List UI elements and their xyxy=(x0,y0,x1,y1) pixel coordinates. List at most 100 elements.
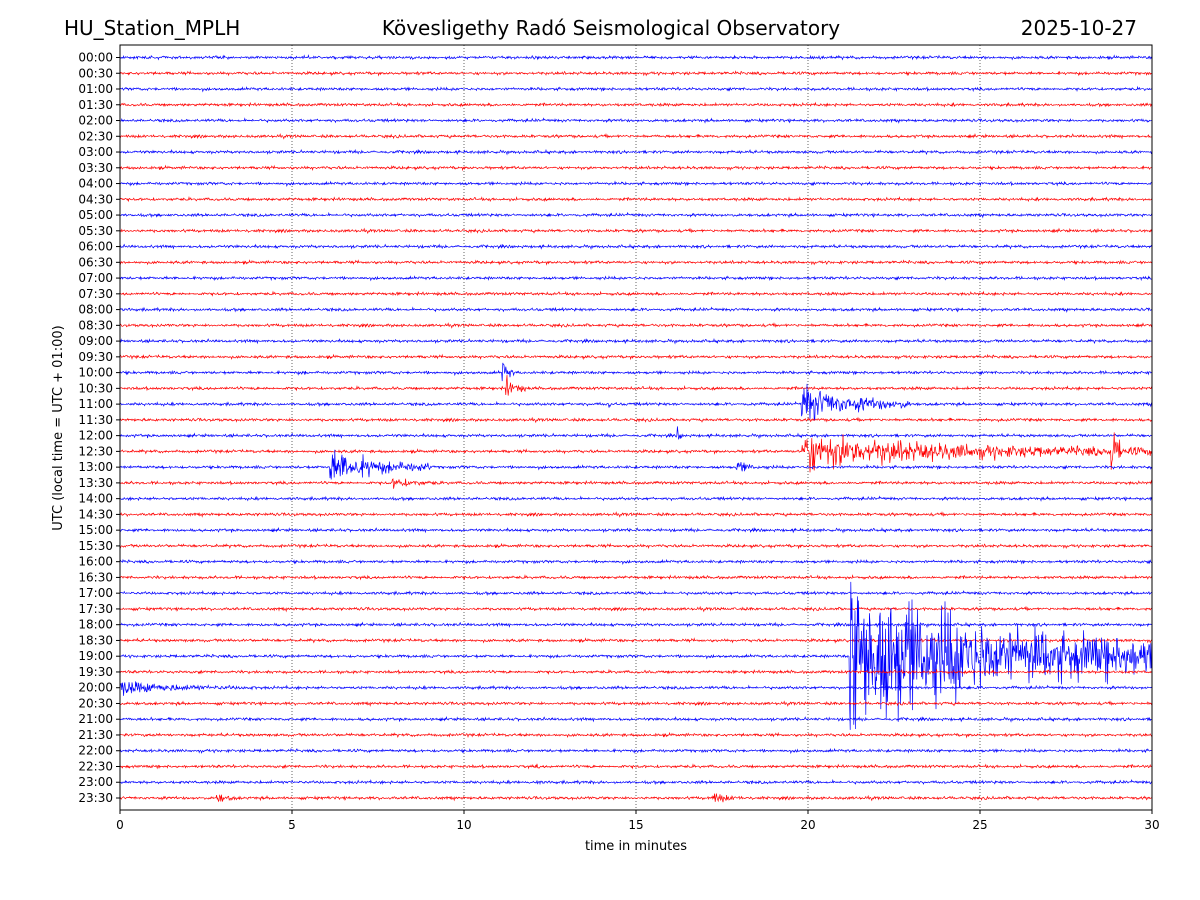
y-tick-label-0100: 01:00 xyxy=(78,82,113,96)
trace-0200 xyxy=(119,117,1153,124)
trace-0930 xyxy=(119,353,1153,361)
y-tick-label-0000: 00:00 xyxy=(78,51,113,65)
trace-0130 xyxy=(119,101,1153,108)
y-tick-label-0800: 08:00 xyxy=(78,303,113,317)
plot-date: 2025-10-27 xyxy=(1021,16,1137,40)
y-tick-label-1030: 10:30 xyxy=(78,381,113,395)
y-tick-label-0730: 07:30 xyxy=(78,287,113,301)
trace-0430 xyxy=(119,196,1153,203)
trace-2030 xyxy=(119,700,1153,707)
y-tick-label-1230: 12:30 xyxy=(78,444,113,458)
trace-1100 xyxy=(119,383,1153,421)
trace-1600 xyxy=(119,558,1153,566)
trace-2200 xyxy=(119,747,1153,755)
trace-2230 xyxy=(119,763,1153,770)
trace-1900 xyxy=(119,581,1153,730)
trace-1930 xyxy=(119,668,1152,676)
trace-0700 xyxy=(119,275,1153,282)
x-tick-label-0: 0 xyxy=(116,818,124,832)
y-tick-label-0500: 05:00 xyxy=(78,208,113,222)
y-tick-label-0700: 07:00 xyxy=(78,271,113,285)
x-tick-label-5: 5 xyxy=(288,818,296,832)
station-name: HU_Station_MPLH xyxy=(64,16,240,40)
y-tick-label-1430: 14:30 xyxy=(78,507,113,521)
x-tick-label-10: 10 xyxy=(456,818,471,832)
y-tick-label-1530: 15:30 xyxy=(78,539,113,553)
trace-1530 xyxy=(119,542,1153,550)
y-tick-label-0330: 03:30 xyxy=(78,161,113,175)
trace-0530 xyxy=(119,227,1153,235)
y-tick-label-1100: 11:00 xyxy=(78,397,113,411)
trace-1800 xyxy=(119,621,1153,629)
y-tick-label-0900: 09:00 xyxy=(78,334,113,348)
trace-1630 xyxy=(119,574,1153,581)
y-tick-label-0200: 02:00 xyxy=(78,114,113,128)
trace-0730 xyxy=(119,290,1153,297)
y-tick-label-1930: 19:30 xyxy=(78,665,113,679)
trace-1500 xyxy=(119,527,1153,534)
x-axis-label: time in minutes xyxy=(585,839,687,854)
trace-0100 xyxy=(119,85,1152,93)
y-tick-label-2230: 22:30 xyxy=(78,759,113,773)
y-tick-label-0130: 01:30 xyxy=(78,98,113,112)
y-tick-label-1800: 18:00 xyxy=(78,618,113,632)
trace-0330 xyxy=(119,164,1153,172)
y-tick-label-0600: 06:00 xyxy=(78,240,113,254)
trace-1730 xyxy=(119,605,1153,613)
trace-2130 xyxy=(119,731,1153,739)
trace-0500 xyxy=(119,211,1153,219)
trace-0630 xyxy=(119,259,1153,266)
trace-0030 xyxy=(119,70,1153,77)
trace-0230 xyxy=(119,133,1153,140)
trace-1400 xyxy=(119,495,1153,502)
trace-1000 xyxy=(119,362,1153,382)
y-tick-label-1000: 10:00 xyxy=(78,366,113,380)
trace-1830 xyxy=(119,637,1153,644)
y-tick-label-2000: 20:00 xyxy=(78,681,113,695)
trace-1330 xyxy=(119,478,1153,489)
y-tick-label-1900: 19:00 xyxy=(78,649,113,663)
y-tick-label-2300: 23:00 xyxy=(78,775,113,789)
y-tick-label-1200: 12:00 xyxy=(78,429,113,443)
y-tick-label-1130: 11:30 xyxy=(78,413,113,427)
x-tick-label-30: 30 xyxy=(1144,818,1159,832)
plot-frame xyxy=(119,44,1153,811)
trace-1300 xyxy=(119,449,1153,480)
trace-0800 xyxy=(119,306,1153,314)
y-tick-label-0400: 04:00 xyxy=(78,177,113,191)
y-tick-label-0530: 05:30 xyxy=(78,224,113,238)
y-tick-label-0630: 06:30 xyxy=(78,255,113,269)
trace-1030 xyxy=(119,374,1153,396)
trace-1430 xyxy=(119,511,1153,518)
y-tick-label-0300: 03:00 xyxy=(78,145,113,159)
trace-0600 xyxy=(119,243,1153,250)
y-tick-label-1400: 14:00 xyxy=(78,492,113,506)
trace-2330 xyxy=(119,793,1153,803)
y-axis-label: UTC (local time = UTC + 01:00) xyxy=(51,325,66,530)
y-tick-label-1700: 17:00 xyxy=(78,586,113,600)
x-tick-label-15: 15 xyxy=(628,818,643,832)
y-tick-label-1830: 18:30 xyxy=(78,633,113,647)
trace-0900 xyxy=(119,337,1153,345)
trace-1700 xyxy=(119,589,1153,597)
trace-1230 xyxy=(119,432,1153,473)
y-tick-label-0930: 09:30 xyxy=(78,350,113,364)
y-tick-label-2130: 21:30 xyxy=(78,728,113,742)
trace-1200 xyxy=(119,426,1153,440)
y-tick-label-2330: 23:30 xyxy=(78,791,113,805)
y-tick-label-1330: 13:30 xyxy=(78,476,113,490)
observatory-title: Kövesligethy Radó Seismological Observat… xyxy=(382,16,840,40)
x-axis-ticks: 0 5 10 15 20 25 30 xyxy=(116,810,1160,832)
y-tick-label-0230: 02:30 xyxy=(78,129,113,143)
seismic-traces xyxy=(119,54,1153,803)
trace-0400 xyxy=(119,180,1153,187)
y-tick-label-2200: 22:00 xyxy=(78,744,113,758)
y-tick-label-1600: 16:00 xyxy=(78,555,113,569)
y-tick-label-0430: 04:30 xyxy=(78,192,113,206)
trace-0300 xyxy=(119,148,1153,156)
trace-2300 xyxy=(119,778,1152,786)
trace-2100 xyxy=(119,716,1153,723)
y-tick-label-1630: 16:30 xyxy=(78,570,113,584)
